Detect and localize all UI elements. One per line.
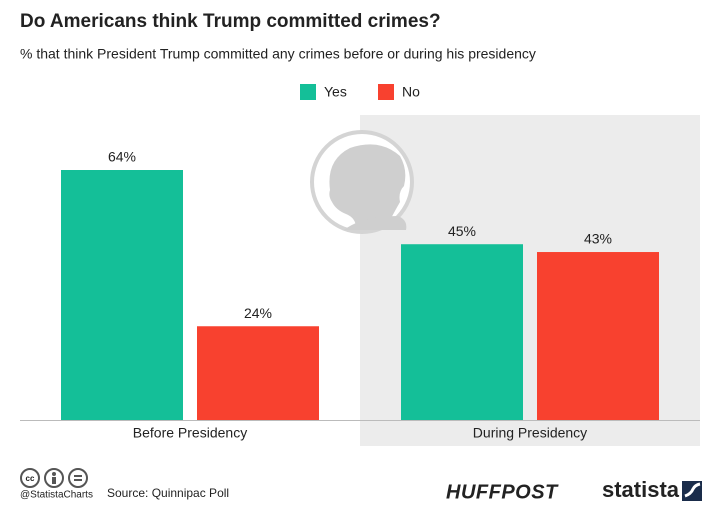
legend-swatch: [300, 84, 316, 100]
brand-logo: statista: [602, 477, 680, 502]
footer: cc @StatistaCharts Source: Quinnipac Pol…: [20, 468, 702, 503]
chart-title: Do Americans think Trump committed crime…: [20, 11, 441, 32]
bar: [401, 244, 523, 420]
legend-swatch: [378, 84, 394, 100]
x-tick-label: Before Presidency: [133, 425, 247, 441]
value-label: 43%: [584, 231, 612, 247]
bar: [537, 252, 659, 420]
value-label: 64%: [108, 149, 136, 165]
legend-label: Yes: [324, 84, 347, 100]
handle: @StatistaCharts: [20, 490, 93, 501]
partner-logo: HUFFPOST: [446, 481, 559, 503]
source: Source: Quinnipac Poll: [107, 486, 229, 500]
legend-label: No: [402, 84, 420, 100]
x-tick-label: During Presidency: [473, 425, 587, 441]
value-label: 24%: [244, 305, 272, 321]
svg-text:cc: cc: [26, 474, 35, 483]
value-label: 45%: [448, 223, 476, 239]
chart-subtitle: % that think President Trump committed a…: [20, 46, 536, 62]
bar: [61, 170, 183, 420]
bar: [197, 326, 319, 420]
portrait-icon: [310, 130, 414, 234]
